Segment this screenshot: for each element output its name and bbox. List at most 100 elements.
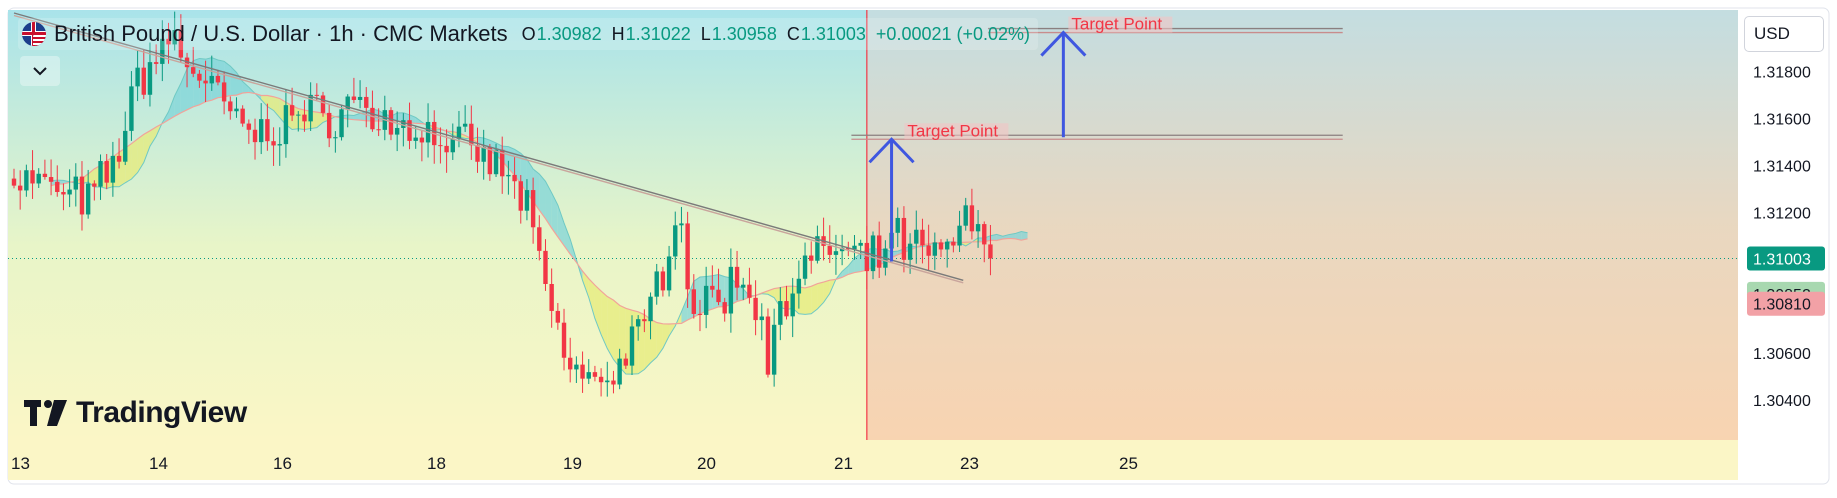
cloud-segment <box>551 192 558 237</box>
candle-body <box>932 242 938 256</box>
candle-body <box>215 75 221 83</box>
candle-body <box>364 96 369 108</box>
candle-body <box>716 289 721 303</box>
cloud-segment <box>817 282 824 310</box>
candle-body <box>475 145 480 162</box>
tradingview-logo-icon <box>24 400 67 426</box>
cloud-segment <box>811 283 818 314</box>
candle-body <box>203 80 208 84</box>
cloud-segment <box>737 284 744 302</box>
candle-body <box>796 278 802 294</box>
candle-body <box>642 319 647 322</box>
candle-body <box>635 319 641 327</box>
candle-body <box>771 324 777 375</box>
candle-body <box>518 181 523 211</box>
candle-body <box>728 266 734 314</box>
candle-body <box>969 205 975 232</box>
candle-body <box>153 62 159 64</box>
price-tick-label: 1.31200 <box>1753 205 1811 222</box>
cloud-segment <box>199 58 206 105</box>
candle-body <box>11 178 17 186</box>
last-price-label: 1.31003 <box>1753 251 1811 268</box>
candle-body <box>858 242 863 246</box>
candle-body <box>42 173 48 178</box>
collapse-legend-button[interactable] <box>20 56 60 86</box>
candle-body <box>209 75 214 84</box>
cloud-segment <box>267 95 274 111</box>
time-tick-label: 19 <box>563 454 582 473</box>
forecast-zone <box>866 10 1738 440</box>
cloud-segment <box>557 205 565 246</box>
candle-body <box>605 380 610 383</box>
trendline <box>13 12 964 281</box>
candle-body <box>394 127 400 135</box>
cloud-segment <box>1015 231 1022 241</box>
cloud-segment <box>990 234 997 241</box>
cloud-segment <box>588 278 595 319</box>
candle-body <box>957 225 962 246</box>
candle-body <box>537 227 542 251</box>
cloud-segment <box>477 137 484 147</box>
candle-body <box>506 174 511 177</box>
candle-body <box>85 183 91 215</box>
candle-body <box>963 205 968 226</box>
candle-body <box>234 108 239 112</box>
cloud-segment <box>1021 231 1028 241</box>
gbp-usd-flag-icon <box>22 22 46 46</box>
candle-body <box>351 96 357 100</box>
candle-body <box>982 224 987 245</box>
cloud-segment <box>261 95 268 107</box>
candle-body <box>413 137 418 141</box>
candle-body <box>623 358 629 366</box>
price-tick-label: 1.31400 <box>1753 158 1811 175</box>
price-pane: Target Point Target Point <box>8 10 1738 440</box>
candle-body <box>809 255 814 261</box>
candle-body <box>407 120 412 141</box>
candle-body <box>666 256 672 291</box>
target-point-label: Target Point <box>907 121 998 140</box>
time-tick-label: 21 <box>834 454 853 473</box>
target-label-bg <box>904 123 1009 140</box>
last-price-label-bg <box>1747 246 1825 271</box>
candle-body <box>907 243 913 260</box>
candle-body <box>524 190 530 211</box>
candle-body <box>741 284 746 288</box>
candle-body <box>660 271 666 291</box>
price-tick-label: 1.31600 <box>1753 112 1811 129</box>
cloud-segment <box>891 251 898 258</box>
cloud-segment <box>143 130 150 163</box>
candle-body <box>73 176 78 190</box>
candle-body <box>444 145 449 153</box>
candle-body <box>462 123 468 127</box>
cloud-segment <box>638 311 645 374</box>
candle-body <box>592 372 598 377</box>
currency-selector-button[interactable]: USD <box>1744 16 1824 52</box>
symbol-title[interactable]: British Pound / U.S. Dollar · 1h · CMC M… <box>54 21 508 46</box>
cloud-segment <box>613 300 620 368</box>
cloud-segment <box>798 286 806 315</box>
candle-body <box>98 161 103 187</box>
candle-body <box>376 129 381 131</box>
time-tick-label: 23 <box>960 454 979 473</box>
candle-body <box>895 217 900 233</box>
candle-body <box>944 241 950 250</box>
candle-body <box>975 224 981 232</box>
candle-body <box>629 326 635 366</box>
candle-body <box>339 109 344 138</box>
candle-body <box>920 229 925 246</box>
candle-body <box>877 235 882 268</box>
price-tick-label: 1.31800 <box>1753 65 1811 82</box>
target-label-bg <box>1068 16 1173 33</box>
candle-body <box>574 364 579 370</box>
candle-body <box>926 245 931 256</box>
candle-body <box>697 313 703 315</box>
candle-body <box>345 96 350 110</box>
cloud-segment <box>539 174 546 219</box>
cloud-segment <box>174 83 181 117</box>
candle-body <box>246 123 252 130</box>
candle-body <box>24 170 29 191</box>
cloud-segment <box>662 323 670 349</box>
candle-body <box>753 297 758 321</box>
candle-body <box>654 271 659 297</box>
